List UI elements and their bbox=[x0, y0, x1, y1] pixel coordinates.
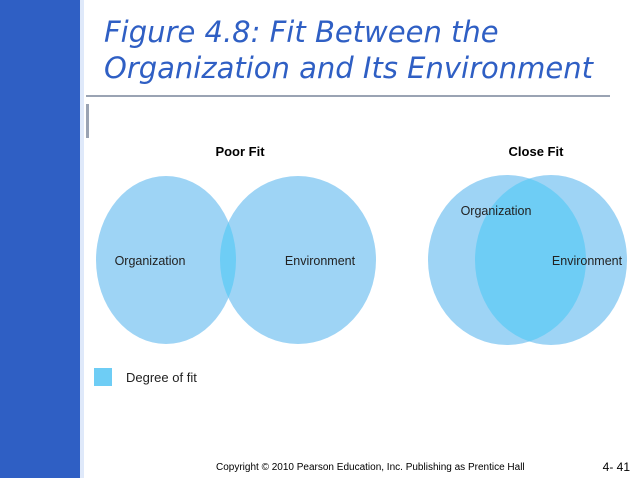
legend-swatch bbox=[94, 368, 112, 386]
slide-title-line-2: Organization and Its Environment bbox=[104, 51, 593, 85]
sidebar-stripe bbox=[80, 0, 84, 478]
poor-fit-environment-circle bbox=[220, 176, 376, 344]
title-divider bbox=[86, 95, 610, 97]
slide-title: Figure 4.8: Fit Between the Organization… bbox=[104, 14, 624, 86]
divider-tick bbox=[86, 104, 89, 138]
poor-fit-environment-label: Environment bbox=[285, 254, 356, 268]
slide-sidebar bbox=[0, 0, 84, 478]
poor-fit-heading: Poor Fit bbox=[215, 144, 265, 159]
close-fit-overlap bbox=[475, 175, 586, 345]
legend-label: Degree of fit bbox=[126, 370, 197, 385]
poor-fit-organization-label: Organization bbox=[115, 254, 186, 268]
copyright-notice: Copyright © 2010 Pearson Education, Inc.… bbox=[216, 462, 525, 473]
poor-fit-organization-circle bbox=[96, 176, 236, 344]
close-fit-organization-label: Organization bbox=[461, 204, 532, 218]
sidebar-dark-band bbox=[0, 0, 80, 478]
close-fit-heading: Close Fit bbox=[509, 144, 565, 159]
slide-title-line-1: Figure 4.8: Fit Between the bbox=[104, 15, 499, 49]
close-fit-environment-label: Environment bbox=[552, 254, 623, 268]
slide-number: 4- 41 bbox=[602, 460, 630, 474]
